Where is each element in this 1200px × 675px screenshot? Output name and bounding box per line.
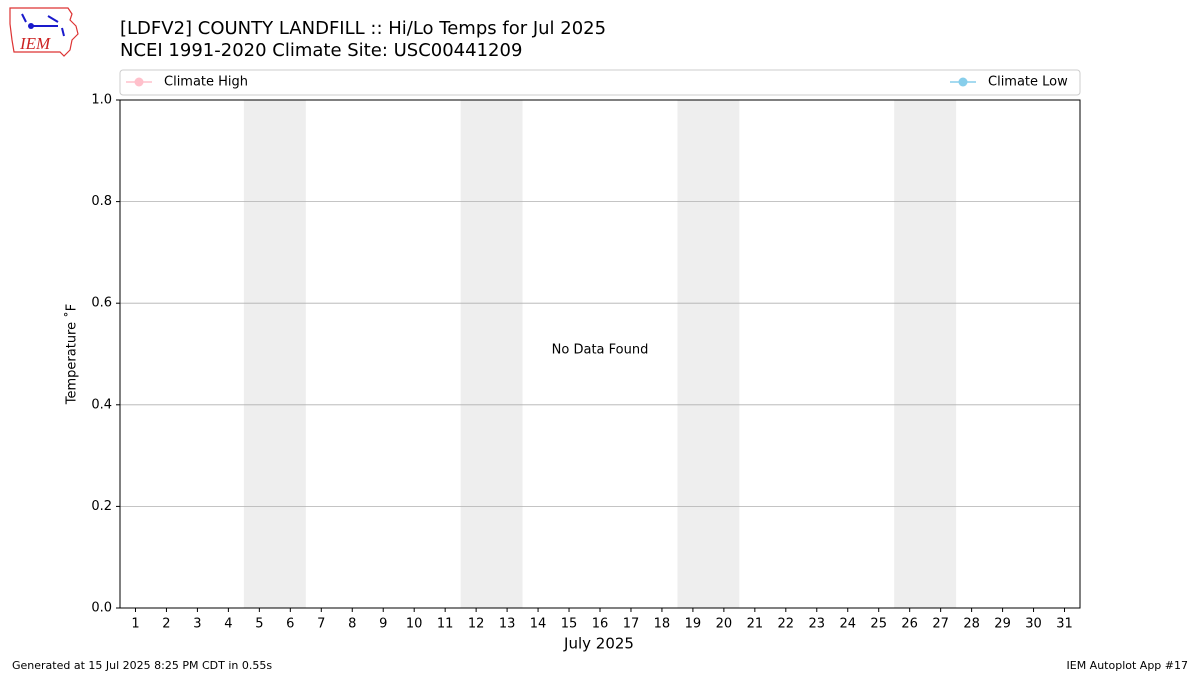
chart-subtitle: NCEI 1991-2020 Climate Site: USC00441209 bbox=[120, 40, 522, 61]
x-tick-label: 22 bbox=[778, 617, 795, 632]
x-tick-label: 24 bbox=[839, 617, 856, 632]
plot-area: 0.00.20.40.60.81.01 2 3 4 5 6 7 8 9 10 11 12 13 14 15 1… bbox=[91, 93, 1081, 632]
x-tick-label: 9 bbox=[379, 617, 387, 632]
legend bbox=[119, 69, 1081, 96]
x-tick-label: 5 bbox=[255, 617, 263, 632]
x-tick-label: 20 bbox=[716, 617, 733, 632]
y-tick-label: 0.8 bbox=[91, 194, 112, 209]
x-tick-label: 17 bbox=[623, 617, 640, 632]
x-tick-label: 3 bbox=[193, 617, 201, 632]
footer-left: Generated at 15 Jul 2025 8:25 PM CDT in … bbox=[12, 659, 272, 672]
y-tick-label: 0.6 bbox=[91, 296, 112, 311]
x-tick-label: 18 bbox=[654, 617, 671, 632]
x-tick-label: 26 bbox=[901, 617, 918, 632]
y-tick-label: 0.4 bbox=[91, 397, 112, 412]
x-tick-label: 28 bbox=[963, 617, 980, 632]
annotation: No Data Found bbox=[552, 343, 649, 358]
x-tick-label: 30 bbox=[1025, 617, 1042, 632]
chart-title: [LDFV2] COUNTY LANDFILL :: Hi/Lo Temps f… bbox=[120, 18, 606, 39]
legend-label: Climate High bbox=[164, 75, 248, 90]
x-tick-label: 27 bbox=[932, 617, 949, 632]
legend-marker bbox=[958, 77, 968, 87]
x-tick-label: 14 bbox=[530, 617, 547, 632]
x-tick-label: 8 bbox=[348, 617, 356, 632]
x-tick-label: 7 bbox=[317, 617, 325, 632]
x-tick-label: 12 bbox=[468, 617, 485, 632]
x-tick-label: 2 bbox=[162, 617, 170, 632]
x-tick-label: 4 bbox=[224, 617, 232, 632]
x-tick-label: 11 bbox=[437, 617, 454, 632]
x-tick-label: 15 bbox=[561, 617, 578, 632]
x-tick-label: 23 bbox=[809, 617, 826, 632]
legend-marker bbox=[134, 77, 144, 87]
x-tick-label: 31 bbox=[1056, 617, 1073, 632]
y-tick-label: 0.0 bbox=[91, 601, 112, 616]
weekend-shade bbox=[677, 100, 740, 608]
x-tick-label: 29 bbox=[994, 617, 1011, 632]
x-tick-label: 1 bbox=[131, 617, 139, 632]
footer-right: IEM Autoplot App #17 bbox=[1067, 659, 1189, 672]
logo-text: IEM bbox=[19, 34, 51, 53]
x-tick-label: 25 bbox=[870, 617, 887, 632]
weekend-shade bbox=[460, 100, 523, 608]
weekend-shade bbox=[894, 100, 957, 608]
x-tick-label: 19 bbox=[685, 617, 702, 632]
y-tick-label: 1.0 bbox=[91, 93, 112, 108]
legend-label: Climate Low bbox=[988, 75, 1068, 90]
y-tick-label: 0.2 bbox=[91, 499, 112, 514]
plot-frame bbox=[119, 99, 1081, 609]
weekend-shade bbox=[243, 100, 306, 608]
x-tick-label: 21 bbox=[747, 617, 764, 632]
y-axis-label: Temperature ˚F bbox=[64, 304, 80, 405]
x-axis-label: July 2025 bbox=[563, 635, 634, 653]
x-tick-label: 16 bbox=[592, 617, 609, 632]
x-tick-label: 13 bbox=[499, 617, 516, 632]
x-tick-label: 10 bbox=[406, 617, 423, 632]
x-tick-label: 6 bbox=[286, 617, 294, 632]
logo: IEM bbox=[9, 7, 79, 57]
